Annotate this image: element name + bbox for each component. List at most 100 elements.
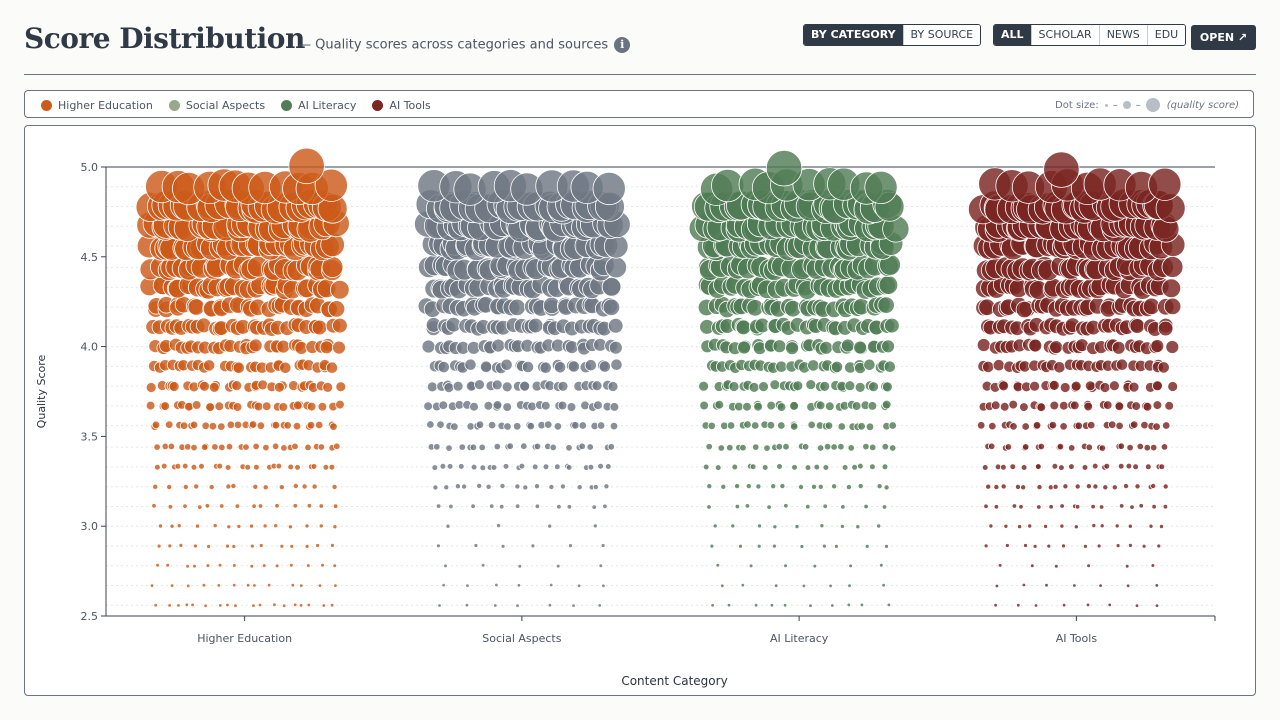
data-point [883,484,890,491]
data-point [726,444,734,452]
data-point [602,503,608,509]
filter-news-button[interactable]: NEWS [1098,25,1147,45]
data-point [485,483,492,490]
filter-scholar-button[interactable]: SCHOLAR [1030,25,1099,45]
data-point [757,523,763,529]
data-point [761,464,769,471]
data-point [1034,463,1042,470]
data-point [883,360,896,373]
data-point [1020,464,1028,471]
data-point [534,503,541,509]
data-point [231,582,237,588]
data-point [301,483,308,490]
data-point [1096,543,1102,549]
data-point [1020,484,1027,491]
data-point [1061,602,1067,608]
data-point [1165,340,1180,354]
data-point [231,544,237,549]
data-point [726,602,732,608]
data-point [258,543,264,548]
data-point [889,444,897,452]
data-point [1167,381,1179,392]
data-point [176,523,182,529]
filter-edu-button[interactable]: EDU [1146,25,1186,45]
legend-item-ai-tools[interactable]: AI Tools [372,99,431,112]
legend-item-social-aspects[interactable]: Social Aspects [168,99,265,112]
data-point [789,401,799,411]
view-by-category-button[interactable]: BY CATEGORY [804,25,903,45]
data-point [181,462,189,470]
data-point [751,421,760,430]
data-point [1049,340,1063,355]
data-point [232,402,243,412]
data-point [841,338,855,353]
data-point [1111,340,1126,355]
info-icon[interactable]: i [614,37,631,53]
data-point [1161,421,1171,430]
open-button[interactable]: OPEN ↗ [1191,25,1256,50]
data-point [327,300,346,318]
data-point [1008,399,1018,410]
data-point [491,338,506,353]
data-point [454,483,461,490]
data-point [464,358,477,371]
data-point [242,443,250,451]
data-point [314,168,348,202]
view-by-source-button[interactable]: BY SOURCE [902,25,981,45]
data-point [332,503,339,509]
data-point [501,381,513,393]
legend-item-ai-literacy[interactable]: AI Literacy [281,99,356,112]
data-point [865,422,875,431]
data-point [203,359,216,372]
data-point [151,420,161,429]
filter-all-button[interactable]: ALL [994,25,1031,45]
data-point [1062,483,1069,490]
data-point [720,483,727,490]
data-point [193,483,200,490]
data-point [211,443,219,451]
data-point [184,602,189,607]
dot-size-medium [1122,101,1131,109]
legend-dot [41,99,52,111]
data-point [201,583,207,588]
data-point [499,504,505,510]
data-point [983,543,989,549]
y-tick-label: 3.5 [81,430,99,443]
data-point [745,483,752,490]
data-point [702,463,710,471]
data-point [1157,320,1174,337]
legend-item-higher-education[interactable]: Higher Education [41,99,153,112]
data-point [160,401,171,411]
data-point [445,523,451,529]
y-tick-label: 4.5 [81,251,99,264]
data-point [782,603,788,608]
data-point [586,443,594,451]
data-point [280,444,288,452]
data-point [714,464,722,471]
data-point [217,422,226,431]
data-point [698,380,709,392]
data-point [763,444,771,452]
data-point [783,563,788,569]
data-point [165,562,171,568]
data-point [1124,563,1130,569]
data-point [208,422,218,431]
data-point [190,443,198,452]
data-point [1059,503,1065,509]
data-point [271,421,281,430]
data-point [262,484,269,491]
data-point [1032,543,1038,549]
data-point [712,523,718,529]
data-point [251,603,256,608]
data-point [878,275,899,295]
data-point [840,504,846,510]
page-subtitle: — Quality scores across categories and s… [298,37,631,53]
data-point [740,582,745,588]
data-point [167,543,173,549]
data-point [311,483,318,490]
data-point [756,543,762,549]
data-point [154,463,161,471]
data-point [609,402,620,412]
data-point [443,382,455,394]
data-point [476,482,483,489]
